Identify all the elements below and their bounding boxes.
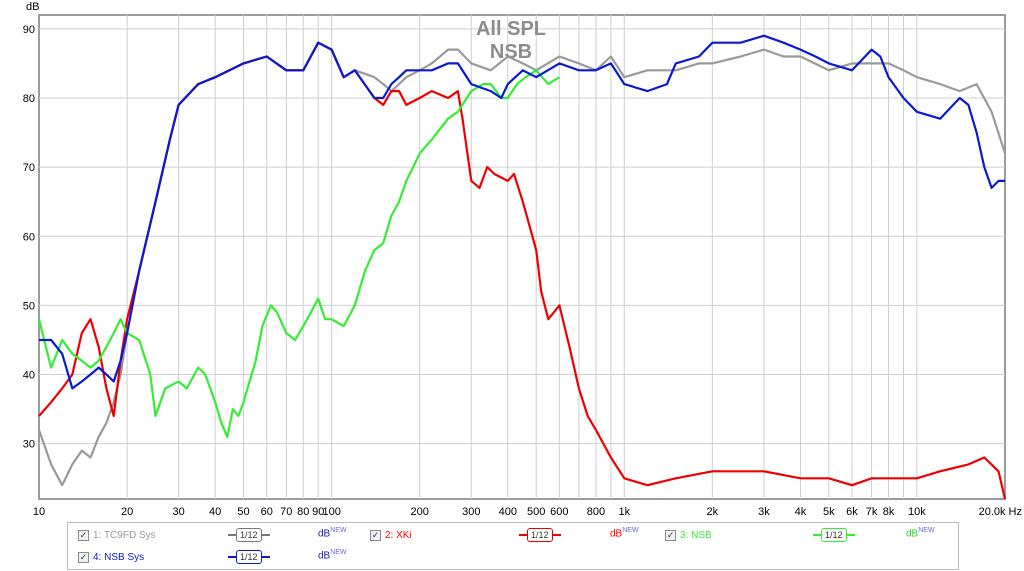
x-tick-label: 20.0k Hz <box>979 506 1022 518</box>
smoothing-label-1: 1/12 <box>236 528 262 542</box>
y-tick-label: 80 <box>23 93 35 105</box>
x-tick-label: 90 <box>312 506 324 518</box>
legend-checkbox-3[interactable]: ✓ <box>665 529 676 541</box>
smoothing-button-4[interactable]: 1/12 <box>228 548 270 566</box>
smoothing-label-4: 1/12 <box>236 550 262 564</box>
y-tick-label: 50 <box>23 300 35 312</box>
legend-item-3[interactable]: ✓ 3: NSB <box>665 526 712 544</box>
x-tick-label: 100 <box>322 506 340 518</box>
x-tick-label: 5k <box>823 506 835 518</box>
y-axis-ticks: 30 40 50 60 70 80 90 <box>23 24 35 451</box>
series-line-4 <box>39 34 1005 390</box>
db-button-4[interactable]: dBNEW <box>318 549 347 562</box>
x-tick-label: 3k <box>758 506 770 518</box>
legend-checkbox-4[interactable]: ✓ <box>78 551 89 563</box>
x-tick-label: 7k <box>866 506 878 518</box>
x-tick-label: 40 <box>209 506 221 518</box>
x-tick-label: 10k <box>908 506 926 518</box>
x-tick-label: 600 <box>550 506 568 518</box>
legend-label-1: 1: TC9FD Sys <box>93 529 156 541</box>
smoothing-label-3: 1/12 <box>821 528 847 542</box>
x-tick-label: 10 <box>33 506 45 518</box>
x-tick-label: 70 <box>280 506 292 518</box>
legend-item-2[interactable]: ✓ 2: XKi <box>370 526 412 544</box>
legend-item-4[interactable]: ✓ 4: NSB Sys <box>78 548 144 566</box>
series-line-3 <box>37 69 560 438</box>
legend-item-1[interactable]: ✓ 1: TC9FD Sys <box>78 526 156 544</box>
x-tick-label: 2k <box>707 506 719 518</box>
smoothing-button-1[interactable]: 1/12 <box>228 526 270 544</box>
db-button-2[interactable]: dBNEW <box>610 527 639 540</box>
chart-title-line1: All SPL <box>476 18 546 40</box>
x-tick-label: 800 <box>587 506 605 518</box>
y-tick-label: 30 <box>23 439 35 451</box>
plot-area <box>38 14 1006 500</box>
smoothing-label-2: 1/12 <box>527 528 553 542</box>
x-tick-label: 400 <box>499 506 517 518</box>
series-lines <box>37 34 1007 500</box>
y-tick-label: 40 <box>23 370 35 382</box>
x-tick-label: 50 <box>237 506 249 518</box>
y-tick-label: 90 <box>23 24 35 36</box>
db-button-1[interactable]: dBNEW <box>318 527 347 540</box>
legend-label-2: 2: XKi <box>385 529 412 541</box>
x-tick-label: 300 <box>462 506 480 518</box>
x-tick-label: 8k <box>883 506 895 518</box>
x-tick-label: 60 <box>261 506 273 518</box>
legend-panel: ✓ 1: TC9FD Sys 1/12 dBNEW ✓ 2: XKi 1/12 … <box>67 522 959 570</box>
y-tick-label: 60 <box>23 231 35 243</box>
x-tick-label: 30 <box>172 506 184 518</box>
x-tick-label: 500 <box>527 506 545 518</box>
legend-checkbox-1[interactable]: ✓ <box>78 529 89 541</box>
x-tick-label: 80 <box>297 506 309 518</box>
y-tick-label: 70 <box>23 162 35 174</box>
y-axis-label: dB <box>26 1 39 13</box>
chart-title-line2: NSB <box>490 41 532 63</box>
legend-checkbox-2[interactable]: ✓ <box>370 529 381 541</box>
x-tick-label: 6k <box>846 506 858 518</box>
legend-label-3: 3: NSB <box>680 529 712 541</box>
x-tick-label: 20 <box>121 506 133 518</box>
db-button-3[interactable]: dBNEW <box>906 527 935 540</box>
x-tick-label: 4k <box>795 506 807 518</box>
legend-label-4: 4: NSB Sys <box>93 551 145 563</box>
x-tick-label: 200 <box>411 506 429 518</box>
smoothing-button-2[interactable]: 1/12 <box>519 526 561 544</box>
x-tick-label: 1k <box>618 506 630 518</box>
smoothing-button-3[interactable]: 1/12 <box>813 526 855 544</box>
